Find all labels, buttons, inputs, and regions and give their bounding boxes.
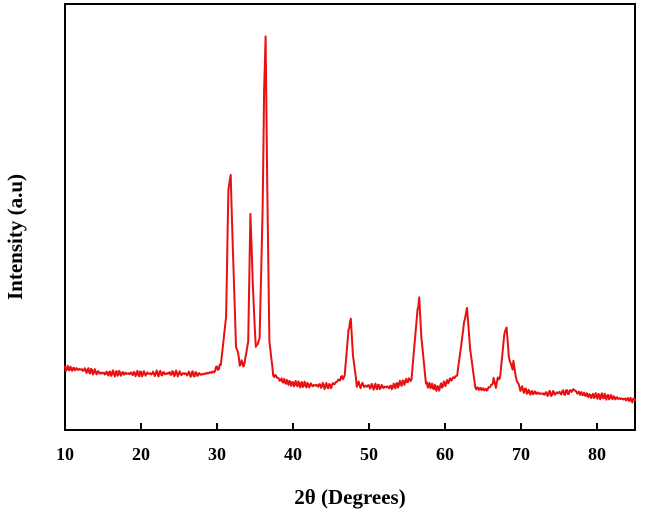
x-tick-label: 60 (436, 444, 454, 464)
series-group (64, 35, 636, 404)
y-axis-label: Intensity (a.u) (3, 174, 27, 300)
x-tick-label: 30 (208, 444, 226, 464)
x-tick-label: 10 (56, 444, 74, 464)
x-tick-label: 40 (284, 444, 302, 464)
x-axis-label: 2θ (Degrees) (294, 485, 405, 509)
x-tick-label: 70 (512, 444, 530, 464)
xrd-pattern-line (64, 35, 636, 404)
x-tick-label: 20 (132, 444, 150, 464)
x-tick-label: 50 (360, 444, 378, 464)
x-tick-label: 80 (588, 444, 606, 464)
plot-frame (64, 3, 636, 431)
x-axis-ticks: 10 20 30 40 50 60 70 80 (56, 423, 606, 464)
